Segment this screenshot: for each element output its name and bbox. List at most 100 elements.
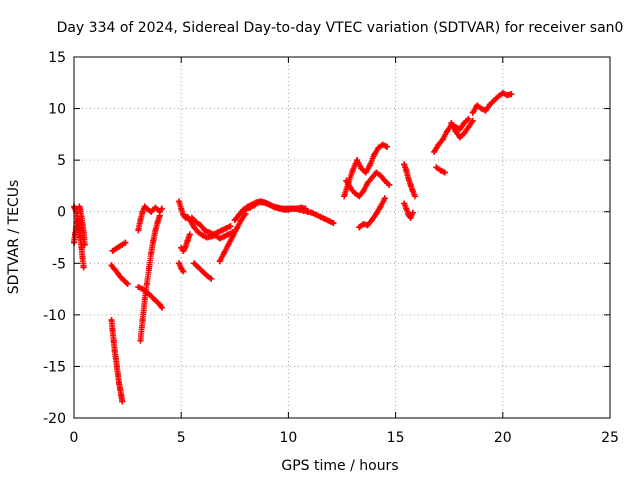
y-tick-label: 5 [57, 153, 66, 169]
data-point [439, 136, 446, 143]
data-point [364, 222, 371, 229]
data-point [184, 213, 191, 220]
chart-title: Day 334 of 2024, Sidereal Day-to-day VTE… [57, 20, 624, 36]
data-point [108, 317, 115, 324]
data-point [461, 120, 468, 127]
data-point [178, 265, 185, 272]
data-point [347, 184, 354, 191]
data-point [379, 141, 386, 148]
data-point [233, 225, 240, 232]
data-point [298, 204, 305, 211]
series-seg-g [137, 212, 163, 344]
data-point [79, 221, 86, 228]
series-seg-m [176, 260, 187, 275]
data-point [206, 229, 213, 236]
series-seg-e [108, 262, 131, 287]
data-point [139, 208, 146, 215]
data-point [225, 231, 232, 238]
data-point [461, 130, 468, 137]
data-point [377, 172, 384, 179]
data-point [137, 337, 144, 344]
data-point [148, 208, 155, 215]
data-point [148, 293, 155, 300]
data-point [116, 243, 123, 250]
data-point [216, 258, 223, 265]
data-point [259, 199, 266, 206]
data-point [364, 179, 371, 186]
data-point [214, 229, 221, 236]
data-point [180, 247, 187, 254]
data-point [272, 204, 279, 211]
data-point [139, 286, 146, 293]
data-point [384, 143, 391, 150]
data-point [356, 193, 363, 200]
data-point [263, 200, 270, 207]
x-tick-label: 5 [177, 430, 186, 446]
y-tick-label: 0 [57, 205, 66, 221]
data-point [118, 392, 125, 399]
data-point [437, 167, 444, 174]
data-point [356, 224, 363, 231]
data-point [80, 264, 87, 271]
data-point [218, 227, 225, 234]
data-point [117, 386, 124, 393]
data-point [112, 355, 119, 362]
data-point [114, 371, 121, 378]
data-point [276, 205, 283, 212]
data-point [78, 244, 85, 251]
data-point [456, 134, 463, 141]
data-point [268, 202, 275, 209]
data-point [330, 220, 337, 227]
grid-lines [74, 57, 610, 418]
x-axis-label: GPS time / hours [281, 458, 398, 474]
data-point [195, 229, 202, 236]
series-seg-c [76, 203, 88, 248]
series-seg-i [135, 203, 165, 234]
data-point [158, 304, 165, 311]
data-point [146, 265, 153, 272]
data-point [409, 188, 416, 195]
data-point [285, 206, 292, 213]
data-point [499, 90, 506, 97]
data-point [135, 284, 142, 291]
data-point [321, 215, 328, 222]
data-point [465, 124, 472, 131]
data-point [111, 266, 118, 273]
y-tick-label: -5 [52, 256, 66, 272]
y-axis-label: SDTVAR / TECUs [6, 180, 22, 295]
data-point [405, 211, 412, 218]
data-point [308, 209, 315, 216]
data-point [231, 216, 238, 223]
data-point [191, 224, 198, 231]
data-point [76, 203, 83, 210]
data-point [158, 205, 165, 212]
data-point [208, 275, 215, 282]
data-point [72, 231, 79, 238]
data-point [188, 214, 195, 221]
data-point [358, 165, 365, 172]
x-tick-label: 10 [279, 430, 297, 446]
data-point [199, 232, 206, 239]
data-point [81, 241, 88, 248]
data-point [111, 347, 118, 354]
data-point [452, 128, 459, 135]
data-point [377, 203, 384, 210]
data-point [197, 222, 204, 229]
data-point [375, 144, 382, 151]
data-point [227, 223, 234, 230]
data-point [152, 297, 159, 304]
data-point [221, 249, 228, 256]
data-point [203, 234, 210, 241]
data-point [431, 148, 438, 155]
data-point [143, 205, 150, 212]
data-point [448, 120, 455, 127]
data-point [246, 204, 253, 211]
data-point [360, 188, 367, 195]
data-point [201, 227, 208, 234]
data-point [116, 379, 123, 386]
data-point [491, 97, 498, 104]
data-point [341, 193, 348, 200]
x-tick-label: 20 [494, 430, 512, 446]
data-point [371, 151, 378, 158]
data-point [242, 206, 249, 213]
